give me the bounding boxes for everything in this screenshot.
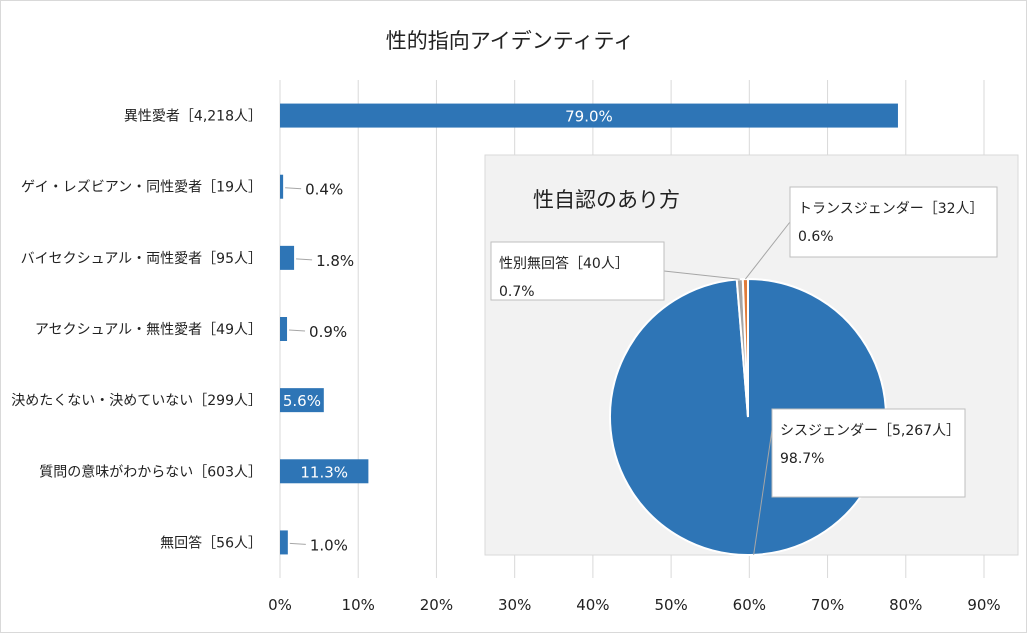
category-label: 異性愛者［4,218人］ xyxy=(124,109,262,125)
data-label-leader xyxy=(296,258,313,261)
bar xyxy=(280,459,369,484)
callout-leader xyxy=(663,270,740,280)
callout-box xyxy=(789,186,998,258)
category-label: 無回答［56人］ xyxy=(160,534,262,551)
x-tick-label: 30% xyxy=(498,596,531,614)
callout-leader xyxy=(753,429,773,555)
x-axis-ticks: 0% 10% 20% 30% 40% 50% 60% 70% 80% 90% xyxy=(268,596,1001,614)
data-label: 0.9% xyxy=(309,323,347,341)
callout-leader xyxy=(745,221,791,280)
x-tick-label: 70% xyxy=(811,596,844,614)
x-tick-label: 40% xyxy=(576,596,609,614)
callout-label: トランスジェンダー［32人］ xyxy=(798,201,984,217)
bar xyxy=(280,103,898,128)
data-label-leader xyxy=(289,329,306,332)
callout-label: 性別無回答［40人］ xyxy=(499,255,629,272)
bar xyxy=(280,317,288,341)
bar-series: 79.0% 0.4% 1.8% 0.9% 5.6% 11.3% 1.0% xyxy=(280,103,898,555)
bar xyxy=(280,174,284,199)
x-tick-label: 20% xyxy=(420,596,453,614)
callout-box xyxy=(490,241,665,301)
callout-label: シスジェンダー［5,267人］ xyxy=(780,423,960,439)
callout-value: 0.6% xyxy=(798,229,834,245)
data-label-leader xyxy=(285,187,302,190)
pie-chart-title: 性自認のあり方 xyxy=(533,188,680,212)
callout-value: 0.7% xyxy=(499,284,535,300)
bar-chart-title: 性的指向アイデンティティ xyxy=(386,29,634,53)
x-tick-label: 50% xyxy=(654,596,687,614)
x-tick-label: 0% xyxy=(268,596,292,614)
pie-callouts: トランスジェンダー［32人］ 0.6% 性別無回答［40人］ 0.7% シスジェンダー［… xyxy=(490,186,998,555)
data-label: 79.0% xyxy=(565,108,613,126)
x-tick-label: 90% xyxy=(967,596,1000,614)
x-tick-label: 60% xyxy=(733,596,766,614)
data-label: 5.6% xyxy=(283,392,321,410)
bar xyxy=(280,388,324,413)
category-label: 決めたくない・決めていない［299人］ xyxy=(11,393,262,409)
category-labels: 異性愛者［4,218人］ ゲイ・レズビアン・同性愛者［19人］ バイセクシュアル・両… xyxy=(11,109,262,552)
callout-value: 98.7% xyxy=(780,451,824,467)
x-tick-label: 80% xyxy=(889,596,922,614)
x-tick-label: 10% xyxy=(342,596,375,614)
category-label: ゲイ・レズビアン・同性愛者［19人］ xyxy=(21,180,262,196)
data-label: 0.4% xyxy=(305,181,343,199)
category-label: アセクシュアル・無性愛者［49人］ xyxy=(35,322,262,338)
callout-box xyxy=(771,408,966,498)
category-label: バイセクシュアル・両性愛者［95人］ xyxy=(21,251,262,267)
bar xyxy=(280,245,295,270)
data-label: 1.0% xyxy=(310,536,348,554)
bar xyxy=(280,530,288,555)
category-label: 質問の意味がわからない［603人］ xyxy=(39,463,262,480)
data-label: 11.3% xyxy=(300,463,348,481)
data-label: 1.8% xyxy=(316,252,354,270)
data-label-leader xyxy=(289,542,306,545)
